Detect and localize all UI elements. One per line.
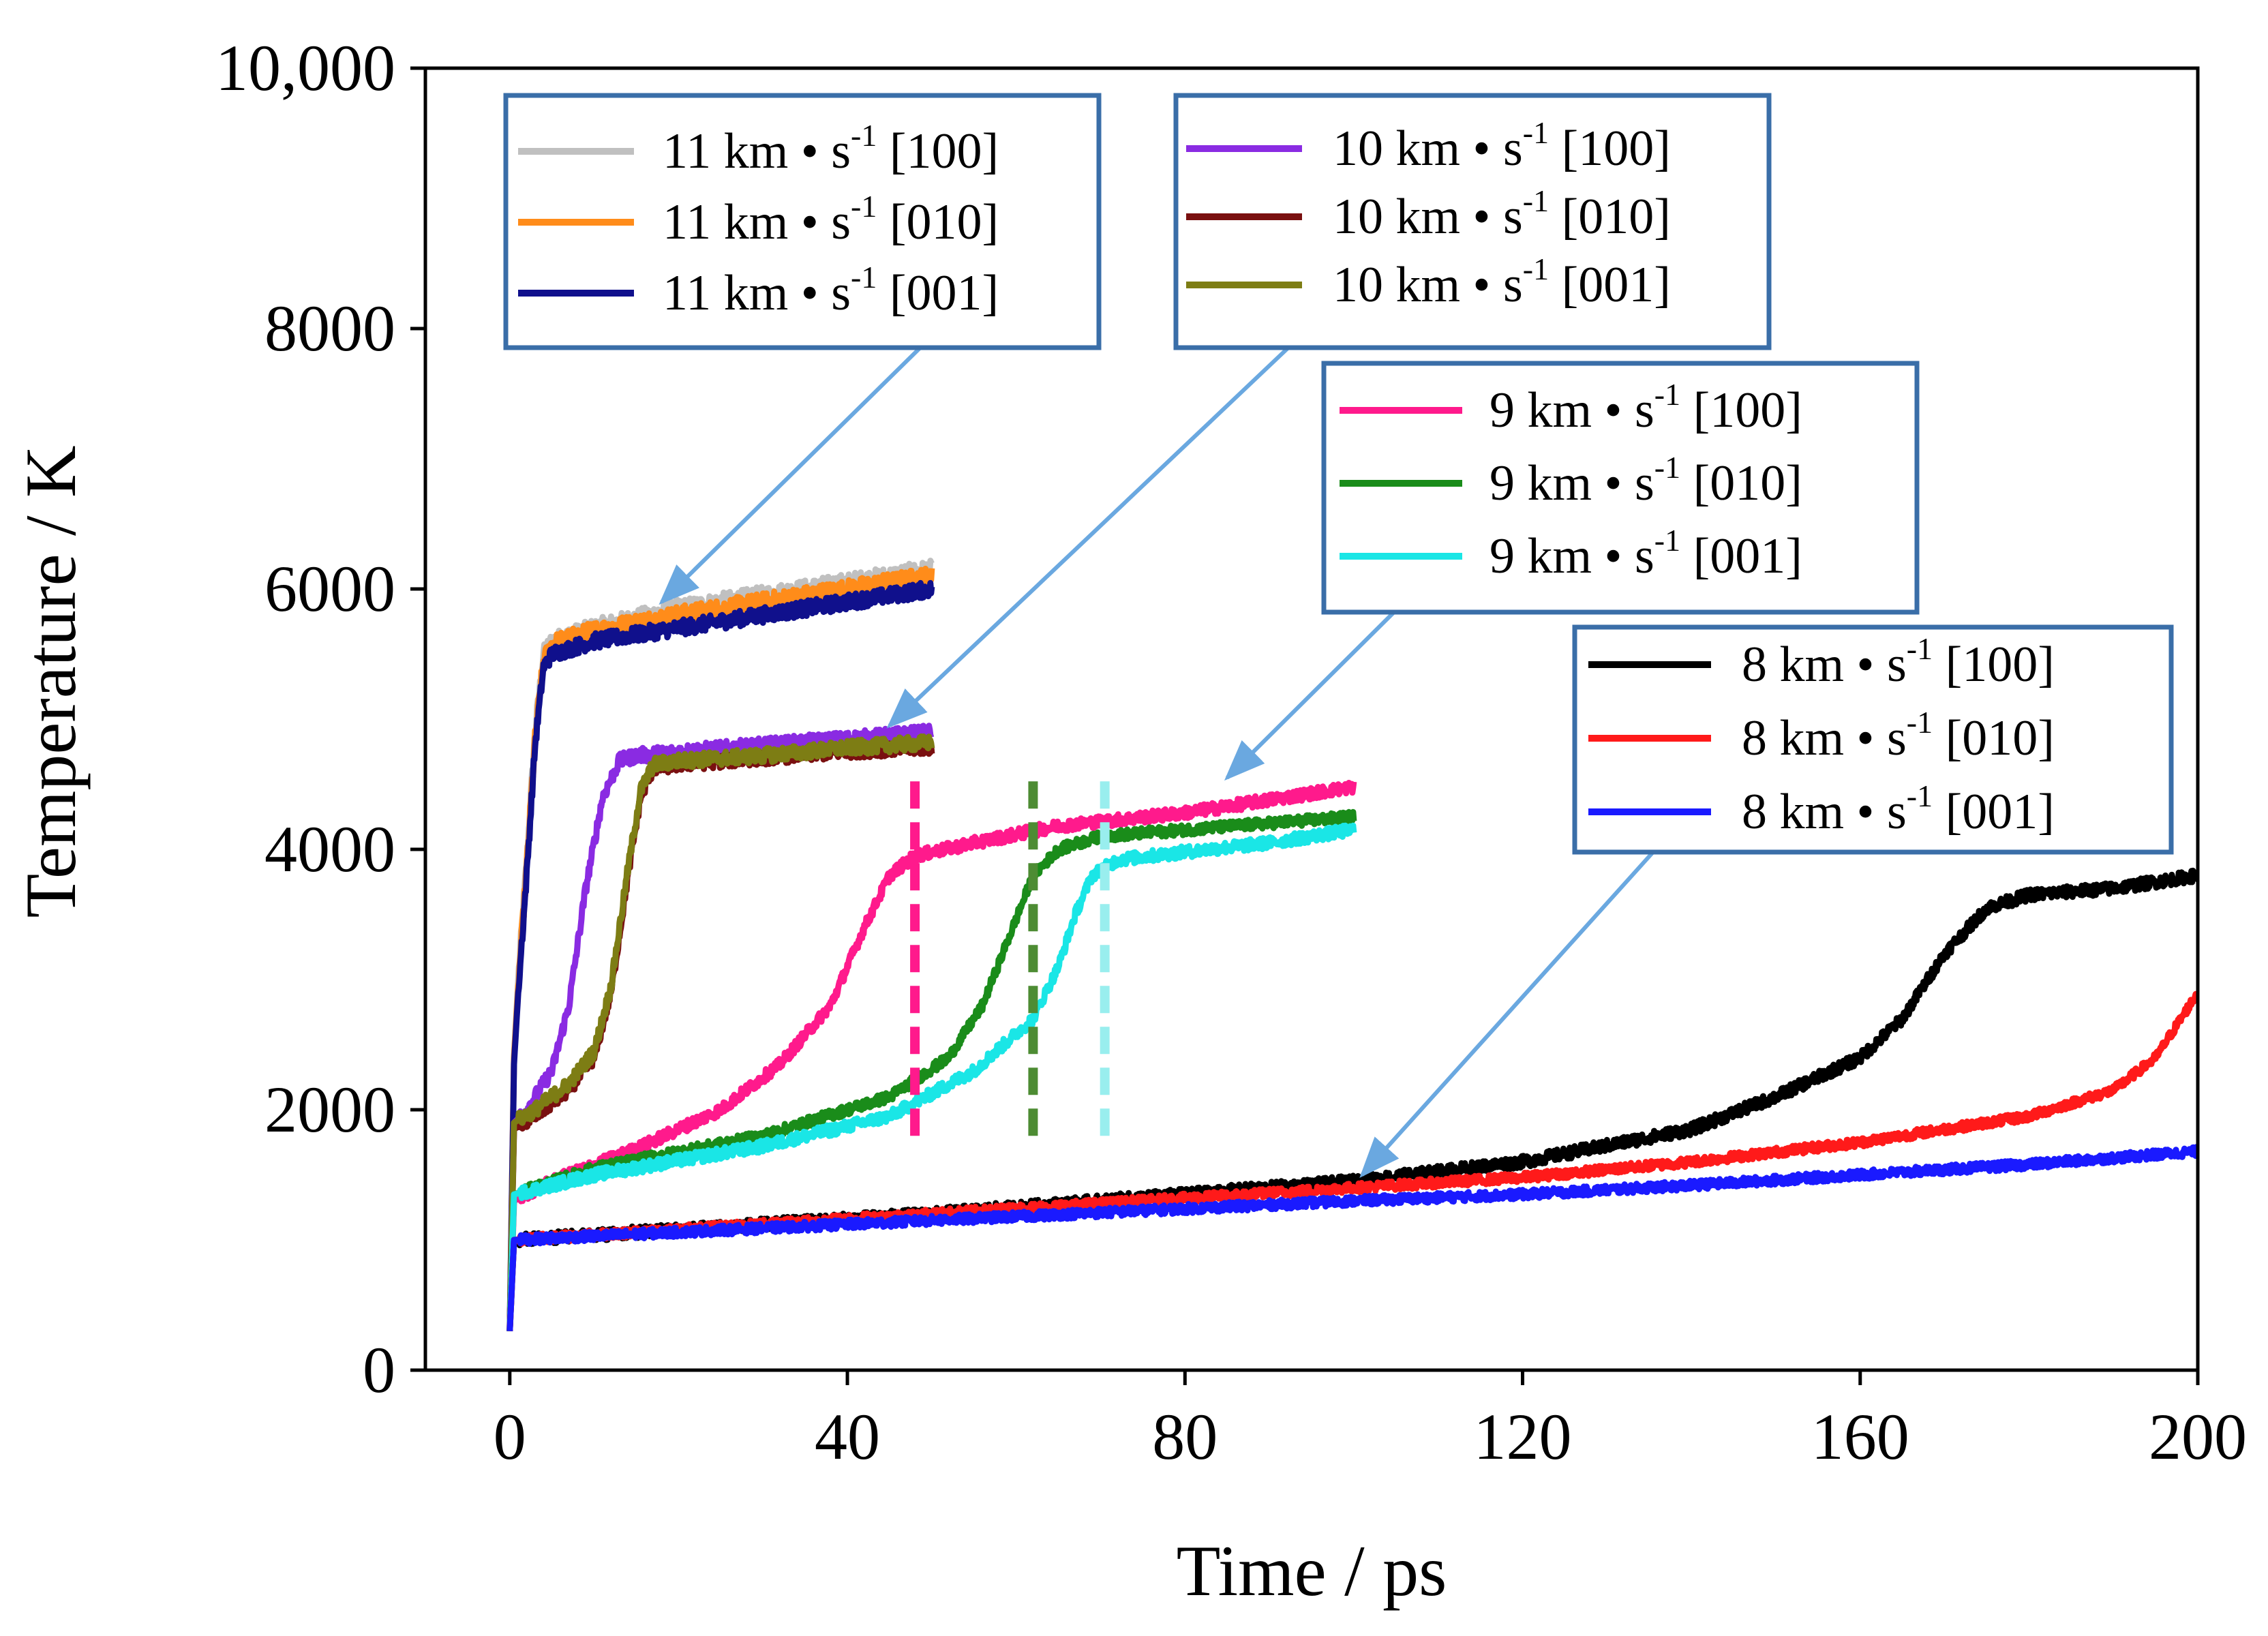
legend-frame <box>1173 93 1772 350</box>
legend-label: 8 km • s-1 [100] <box>1742 631 2055 693</box>
legend-box: 10 km • s-1 [100]10 km • s-1 [010] 10 km … <box>1173 93 1772 350</box>
arrow-11 <box>659 346 922 605</box>
legend-label: 8 km • s-1 [001] <box>1742 778 2055 840</box>
series-line <box>506 822 1357 1331</box>
legend-box: 11 km • s-1 [100] 11 km • s-1 [010] 11 km … <box>503 93 1102 350</box>
series-line <box>506 733 935 1331</box>
legend-box: 9 km • s-1 [100] 9 km • s-1 [010] 9 km • s… <box>1321 361 1920 615</box>
arrow-9 <box>1224 610 1396 781</box>
series-line <box>506 780 1357 1331</box>
legend-label: 10 km • s-1 [001] <box>1333 252 1671 313</box>
legend-label: 9 km • s-1 [001] <box>1490 523 1802 584</box>
x-tick-label: 200 <box>2149 1400 2247 1473</box>
legend-frame <box>1321 361 1920 615</box>
series-layer <box>506 558 2198 1331</box>
legend-label: 10 km • s-1 [010] <box>1333 183 1671 245</box>
x-tick-label: 160 <box>1811 1400 1909 1473</box>
legend-label: 9 km • s-1 [100] <box>1490 377 1802 438</box>
legend-label: 11 km • s-1 [001] <box>663 260 999 321</box>
series-line <box>506 990 2198 1331</box>
legend-label: 9 km • s-1 [010] <box>1490 450 1802 511</box>
series-line <box>506 808 1357 1331</box>
series-line <box>506 867 2198 1331</box>
y-axis-title: Temperature / K <box>11 445 91 918</box>
x-tick-label: 120 <box>1474 1400 1572 1473</box>
y-tick-label: 10,000 <box>215 31 395 104</box>
legend-label: 8 km • s-1 [010] <box>1742 705 2055 766</box>
y-tick-label: 4000 <box>264 813 395 885</box>
legend-label: 10 km • s-1 [100] <box>1333 115 1671 177</box>
x-tick-label: 80 <box>1152 1400 1218 1473</box>
y-tick-label: 6000 <box>264 552 395 625</box>
arrow-layer <box>659 346 1655 1178</box>
arrow-10 <box>886 346 1290 729</box>
series-line <box>506 723 935 1331</box>
legend-box: 8 km • s-1 [100] 8 km • s-1 [010] 8 km • s… <box>1572 624 2174 855</box>
series-line <box>506 579 935 1331</box>
series-line <box>506 1144 2198 1331</box>
arrow-8 <box>1359 850 1655 1178</box>
x-axis-title: Time / ps <box>1177 1531 1447 1611</box>
legend-layer: 11 km • s-1 [100] 11 km • s-1 [010] 11 km … <box>503 93 2174 855</box>
plot-frame <box>423 66 2200 1372</box>
x-tick-label: 0 <box>494 1400 526 1473</box>
y-tick-label: 0 <box>363 1333 395 1406</box>
y-tick-label: 8000 <box>264 292 395 365</box>
x-tick-label: 40 <box>815 1400 880 1473</box>
marker-layer <box>910 777 1110 1136</box>
y-tick-label: 2000 <box>264 1073 395 1146</box>
legend-label: 11 km • s-1 [010] <box>663 189 999 250</box>
legend-label: 11 km • s-1 [100] <box>663 118 999 179</box>
